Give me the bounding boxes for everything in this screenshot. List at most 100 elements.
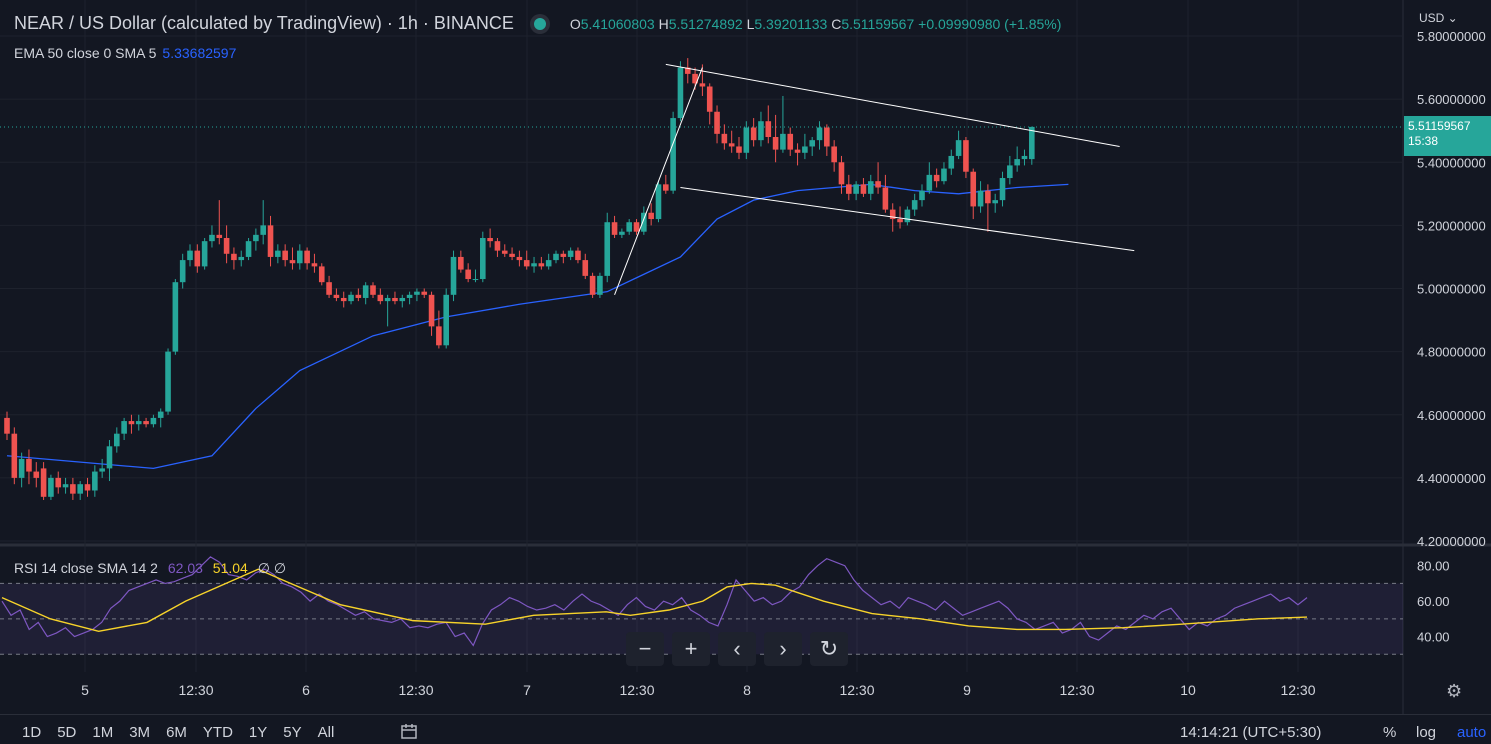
last-price-tag: 5.51159567 15:38 xyxy=(1404,116,1491,156)
candle-body xyxy=(604,222,611,276)
candle-body xyxy=(772,137,779,150)
candle-body xyxy=(816,127,823,141)
candle-body xyxy=(77,484,83,494)
candle-body xyxy=(370,285,376,295)
candle-body xyxy=(135,421,142,425)
candle-body xyxy=(875,181,881,188)
percent-scale-toggle[interactable]: % xyxy=(1383,724,1397,741)
candle-body xyxy=(450,256,457,295)
range-6m[interactable]: 6M xyxy=(166,724,187,741)
range-3m[interactable]: 3M xyxy=(129,724,151,741)
range-1d[interactable]: 1D xyxy=(22,724,42,741)
candle-body xyxy=(304,250,310,264)
y-tick-label: 4.60000000 xyxy=(1417,408,1486,423)
range-1m[interactable]: 1M xyxy=(92,724,114,741)
candle-body xyxy=(560,253,567,257)
range-all[interactable]: All xyxy=(317,724,335,741)
candle-body xyxy=(677,67,684,119)
log-scale-toggle[interactable]: log xyxy=(1416,724,1437,741)
candle-body xyxy=(1007,165,1013,179)
candle-body xyxy=(297,250,303,264)
candle-body xyxy=(919,190,925,201)
symbol-title[interactable]: NEAR / US Dollar (calculated by TradingV… xyxy=(14,13,514,33)
candle-body xyxy=(92,471,98,491)
rsi-extra: ∅ ∅ xyxy=(257,560,287,576)
candle-body xyxy=(838,162,845,185)
candle-body xyxy=(882,187,889,210)
candle-body xyxy=(501,250,508,254)
candle-body xyxy=(758,121,764,141)
ema-legend[interactable]: EMA 50 close 0 SMA 5 5.33682597 xyxy=(14,45,236,61)
candle-body xyxy=(399,297,406,302)
candle-body xyxy=(187,250,193,261)
candle-body xyxy=(84,484,91,491)
candle-body xyxy=(384,297,391,302)
x-tick-label: 7 xyxy=(523,682,531,698)
candle-body xyxy=(150,417,157,425)
y-tick-label: 4.80000000 xyxy=(1417,345,1486,360)
candle-body xyxy=(114,433,120,447)
candle-body xyxy=(209,234,215,242)
currency-selector[interactable]: USD ⌄ xyxy=(1419,11,1458,25)
candle-body xyxy=(70,484,76,494)
candle-body xyxy=(963,140,969,172)
scroll-left-button[interactable]: ‹ xyxy=(718,632,756,666)
auto-scale-toggle[interactable]: auto xyxy=(1457,724,1487,741)
candle-body xyxy=(406,294,413,298)
settings-icon[interactable]: ⚙ xyxy=(1446,681,1463,701)
zoom-out-button[interactable]: − xyxy=(626,632,664,666)
ohlc-values: O5.41060803 H5.51274892 L5.39201133 C5.5… xyxy=(569,15,1062,32)
symbol-header[interactable]: NEAR / US Dollar (calculated by TradingV… xyxy=(14,13,1061,34)
rsi-legend[interactable]: RSI 14 close SMA 14 2 62.03 51.04 ∅ ∅ xyxy=(14,560,286,577)
range-ytd[interactable]: YTD xyxy=(202,724,233,741)
candle-body xyxy=(787,133,794,150)
candle-body xyxy=(809,140,815,147)
range-5y[interactable]: 5Y xyxy=(283,724,302,741)
candle-body xyxy=(472,279,479,281)
candle-body xyxy=(465,269,471,280)
candle-body xyxy=(626,222,632,232)
candle-body xyxy=(26,458,32,472)
rsi-sma-line xyxy=(1,568,1308,632)
candle-body xyxy=(99,468,105,472)
range-5d[interactable]: 5D xyxy=(57,724,77,741)
candle-body xyxy=(392,297,398,302)
candle-body xyxy=(663,184,669,191)
rsi-tick-label: 40.00 xyxy=(1417,630,1450,645)
scroll-right-button[interactable]: › xyxy=(764,632,802,666)
candle-body xyxy=(904,209,911,223)
candle-body xyxy=(11,433,18,478)
candle-body xyxy=(846,184,852,194)
chart-nav-controls: − + ‹ › ↻ xyxy=(626,632,856,666)
calendar-icon[interactable] xyxy=(400,722,418,744)
candle-body xyxy=(889,209,896,220)
close-value: 5.51159567 xyxy=(841,15,915,32)
candle-body xyxy=(509,253,515,257)
zoom-in-button[interactable]: + xyxy=(672,632,710,666)
ema-line xyxy=(6,183,1069,470)
candle-body xyxy=(867,181,874,194)
candle-body xyxy=(1021,155,1028,160)
candle-body xyxy=(179,260,186,283)
candle-body xyxy=(516,256,523,261)
x-tick-label: 5 xyxy=(81,682,89,698)
candle-body xyxy=(802,146,808,153)
high-value: 5.51274892 xyxy=(668,15,743,32)
candle-body xyxy=(33,471,40,478)
bottom-toolbar: 1D 5D 1M 3M 6M YTD 1Y 5Y All 14:14:21 (UTC+5:30)… xyxy=(0,714,1491,744)
candle-body xyxy=(333,294,340,298)
clock-time[interactable]: 14:14:21 (UTC+5:30) xyxy=(1180,724,1322,741)
rsi-tick-label: 80.00 xyxy=(1417,559,1450,574)
candle-body xyxy=(670,118,676,191)
candle-body xyxy=(421,291,428,295)
candle-body xyxy=(531,263,537,267)
candle-body xyxy=(970,171,977,207)
candle-body xyxy=(641,212,647,232)
bar-countdown: 15:38 xyxy=(1408,134,1439,148)
rsi-line xyxy=(1,556,1308,647)
candle-body xyxy=(597,275,603,295)
reset-chart-button[interactable]: ↻ xyxy=(810,632,848,666)
range-1y[interactable]: 1Y xyxy=(248,724,268,741)
candle-body xyxy=(706,86,713,112)
